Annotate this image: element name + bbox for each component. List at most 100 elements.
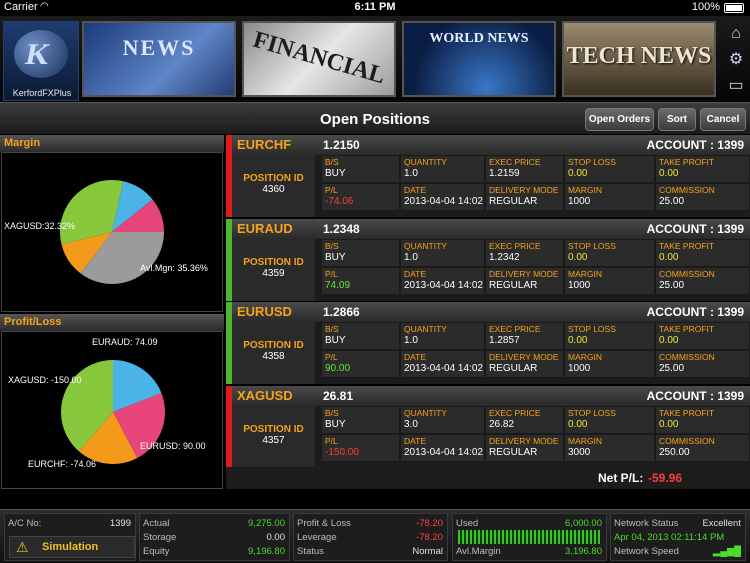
status-label: Status — [297, 546, 324, 557]
position-field-take-profit: TAKE PROFIT 0.00 — [655, 405, 750, 434]
field-label: MARGIN — [568, 435, 602, 446]
field-value: 250.00 — [659, 446, 690, 458]
field-label: P/L — [325, 435, 338, 446]
field-label: MARGIN — [568, 352, 602, 362]
position-card[interactable]: EURAUD 1.2348 ACCOUNT : 1399 POSITION ID 435… — [226, 218, 750, 301]
clock: 6:11 PM — [354, 1, 396, 13]
actual-label: Actual — [143, 518, 170, 529]
pie-slice-avlmgn — [80, 232, 164, 284]
field-label: DATE — [404, 268, 427, 279]
position-header: EURAUD 1.2348 ACCOUNT : 1399 — [232, 218, 750, 239]
net-pl-value: -59.96 — [648, 471, 683, 485]
field-value: 1.2159 — [489, 168, 520, 179]
position-field-bs: B/S BUY — [321, 405, 400, 434]
position-field-margin: MARGIN 1000 — [564, 350, 655, 378]
position-current-price: 1.2150 — [323, 138, 360, 152]
equity-value: 9,196.80 — [248, 546, 285, 557]
open-orders-button[interactable]: Open Orders — [585, 108, 654, 131]
financial-news-tile[interactable]: FINANCIAL — [242, 21, 396, 97]
field-value: BUY — [325, 251, 346, 263]
position-field-quantity: QUANTITY 1.0 — [400, 155, 485, 183]
pie-slice-3 — [112, 181, 153, 232]
account-summary-bar: A/C No: 1399 ⚠ Simulation Actual 9,275.00 … — [0, 509, 750, 563]
field-value: 3000 — [568, 446, 591, 458]
field-value: 25.00 — [659, 196, 685, 207]
world-news-tile-label: WORLD NEWS — [429, 31, 529, 46]
network-box: Network Status Excellent Apr 04, 2013 02:… — [610, 513, 746, 561]
position-field-bs: B/S BUY — [321, 238, 400, 267]
margin-usage-box: Used 6,000.00 Avl.Margin 3,196.80 — [452, 513, 607, 561]
field-label: STOP LOSS — [568, 240, 616, 251]
gear-icon[interactable]: ⚙ — [728, 51, 744, 68]
pie-slice-eurusd — [113, 393, 166, 458]
field-label: TAKE PROFIT — [659, 157, 715, 167]
news-banner: K KerfordFXPlus NEWS FINANCIAL WORLD NEW… — [0, 16, 750, 102]
position-field-exec-price: EXEC PRICE 1.2159 — [485, 155, 564, 183]
field-label: EXEC PRICE — [489, 407, 541, 418]
field-label: COMMISSION — [659, 185, 715, 195]
field-value: REGULAR — [489, 363, 538, 374]
chat-icon[interactable]: ▭ — [728, 77, 744, 94]
status-bar: Carrier ◠ 6:11 PM 100% — [0, 0, 750, 16]
position-card[interactable]: EURCHF 1.2150 ACCOUNT : 1399 POSITION ID 436… — [226, 135, 750, 217]
field-label: MARGIN — [568, 185, 602, 195]
field-value: 1.0 — [404, 168, 418, 179]
position-field-pl: P/L 74.09 — [321, 266, 400, 295]
position-field-commission: COMMISSION 25.00 — [655, 266, 750, 295]
position-header: EURCHF 1.2150 ACCOUNT : 1399 — [232, 135, 750, 155]
position-field-pl: P/L -74.06 — [321, 183, 400, 211]
home-icon[interactable]: ⌂ — [731, 25, 741, 42]
news-tile[interactable]: NEWS — [82, 21, 236, 97]
position-field-bs: B/S BUY — [321, 322, 400, 350]
position-id-value: 4360 — [262, 184, 285, 195]
position-current-price: 26.81 — [323, 388, 354, 403]
position-id-value: 4358 — [262, 351, 285, 362]
actual-value: 9,275.00 — [248, 518, 285, 529]
field-label: DELIVERY MODE — [489, 268, 559, 279]
world-news-tile[interactable]: WORLD NEWS — [402, 21, 556, 97]
pl-pie-chart — [61, 360, 166, 464]
field-value: 90.00 — [325, 363, 351, 374]
side-icon-bar: ⌂ ⚙ ▭ — [722, 21, 750, 101]
profit-loss-value: -78.20 — [416, 518, 443, 529]
field-value: -150.00 — [325, 446, 359, 458]
field-label: STOP LOSS — [568, 324, 616, 334]
battery-percent: 100% — [691, 1, 720, 13]
position-id-label: POSITION ID — [243, 423, 304, 435]
field-label: B/S — [325, 407, 339, 418]
field-label: B/S — [325, 324, 339, 334]
tech-news-tile[interactable]: TECH NEWS — [562, 21, 716, 97]
margin-panel: XAGUSD:32.32% Avl.Mgn: 35.36% — [1, 152, 223, 312]
position-field-take-profit: TAKE PROFIT 0.00 — [655, 155, 750, 183]
storage-value: 0.00 — [266, 532, 286, 543]
position-field-stop-loss: STOP LOSS 0.00 — [564, 155, 655, 183]
margin-label-avl: Avl.Mgn: 35.36% — [140, 263, 208, 273]
field-value: 1000 — [568, 279, 591, 291]
position-field-exec-price: EXEC PRICE 1.2342 — [485, 238, 564, 267]
cancel-button[interactable]: Cancel — [700, 108, 746, 131]
datetime-value: Apr 04, 2013 02:11:14 PM — [614, 532, 725, 543]
equity-label: Equity — [143, 546, 170, 557]
field-label: P/L — [325, 268, 338, 279]
position-card[interactable]: EURUSD 1.2866 ACCOUNT : 1399 POSITION ID 435… — [226, 302, 750, 384]
position-status-strip — [226, 385, 232, 468]
position-account: ACCOUNT : 1399 — [646, 221, 744, 236]
field-label: TAKE PROFIT — [659, 407, 715, 418]
sort-button[interactable]: Sort — [658, 108, 696, 131]
pl-label-eurusd: EURUSD: 90.00 — [140, 441, 206, 451]
position-symbol: EURUSD — [237, 304, 292, 319]
field-value: 2013-04-04 14:02 — [404, 279, 483, 291]
field-label: STOP LOSS — [568, 407, 616, 418]
position-symbol: EURCHF — [237, 137, 292, 152]
position-card[interactable]: XAGUSD 26.81 ACCOUNT : 1399 POSITION ID 4357… — [226, 385, 750, 468]
margin-pie-chart — [60, 180, 164, 284]
field-label: DELIVERY MODE — [489, 185, 559, 195]
pie-slice-4 — [112, 199, 164, 232]
position-field-quantity: QUANTITY 3.0 — [400, 405, 485, 434]
position-field-stop-loss: STOP LOSS 0.00 — [564, 238, 655, 267]
field-value: 0.00 — [659, 251, 679, 263]
used-label: Used — [456, 518, 479, 529]
field-label: EXEC PRICE — [489, 240, 541, 251]
network-status-value: Excellent — [702, 518, 741, 529]
field-value: BUY — [325, 335, 346, 346]
